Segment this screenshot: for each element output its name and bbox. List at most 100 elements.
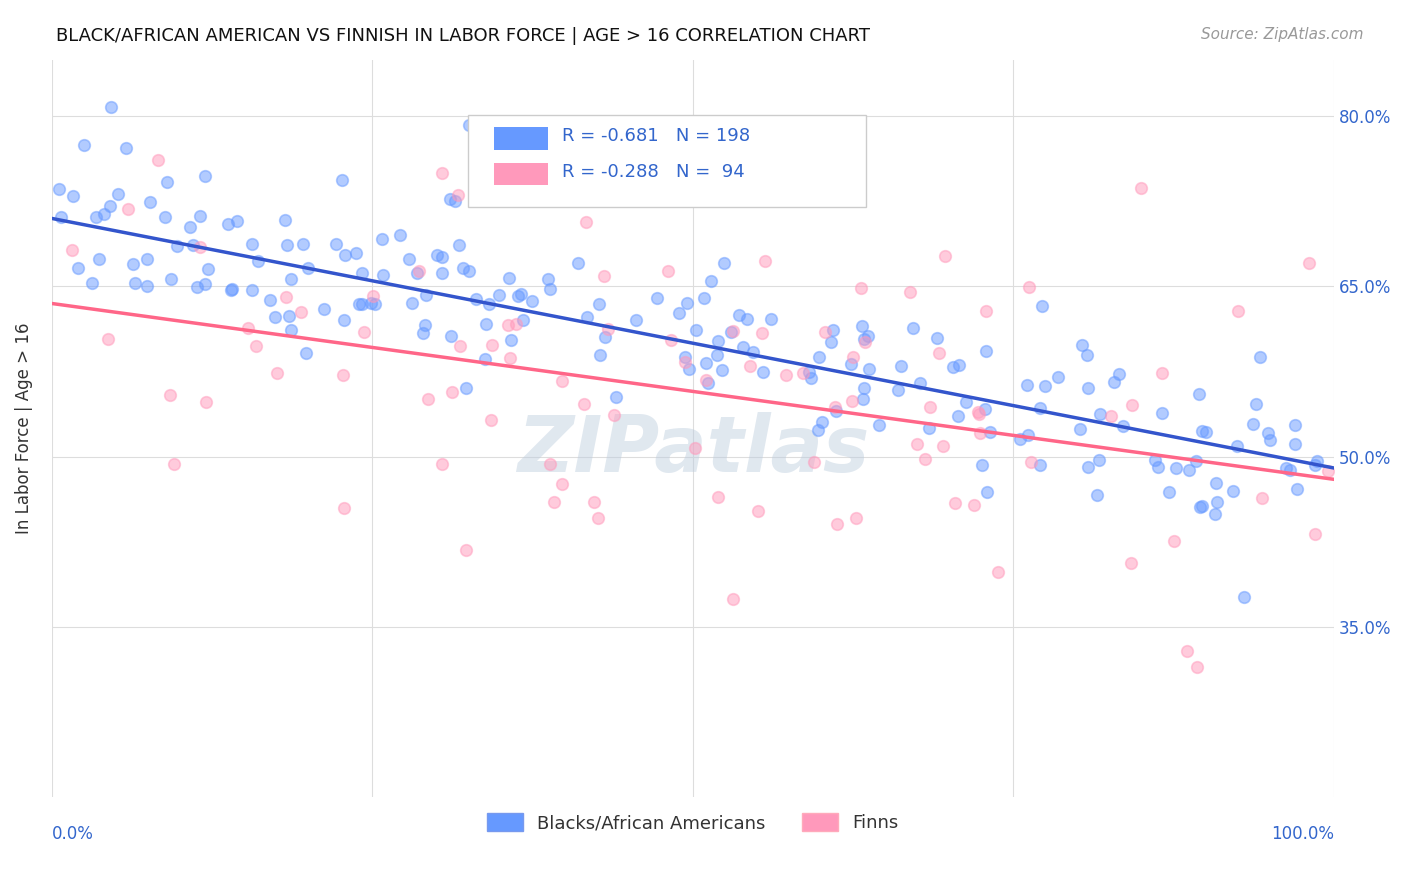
Point — [586, 511, 609, 525]
FancyBboxPatch shape — [468, 115, 866, 207]
Point — [1102, 375, 1125, 389]
Point — [710, 363, 733, 377]
Point — [153, 210, 176, 224]
Point — [48, 181, 70, 195]
Point — [914, 452, 936, 467]
Point — [1031, 299, 1053, 313]
Point — [312, 301, 335, 316]
Point — [955, 394, 977, 409]
Point — [700, 274, 723, 288]
Point — [752, 365, 775, 379]
Point — [1189, 500, 1212, 515]
Point — [181, 238, 204, 252]
Point — [1099, 409, 1122, 423]
Point — [49, 210, 72, 224]
Point — [1047, 369, 1070, 384]
Point — [333, 500, 356, 515]
Point — [412, 326, 434, 340]
Point — [505, 317, 527, 331]
Point — [1119, 556, 1142, 570]
Point — [1316, 464, 1339, 478]
Point — [344, 246, 367, 260]
Point — [668, 306, 690, 320]
Point — [418, 392, 440, 406]
Point — [353, 325, 375, 339]
Point — [868, 418, 890, 433]
Point — [439, 192, 461, 206]
Point — [887, 383, 910, 397]
Point — [1257, 426, 1279, 441]
Point — [84, 211, 107, 225]
Point — [1284, 417, 1306, 432]
Text: BLACK/AFRICAN AMERICAN VS FINNISH IN LABOR FORCE | AGE > 16 CORRELATION CHART: BLACK/AFRICAN AMERICAN VS FINNISH IN LAB… — [56, 27, 870, 45]
Point — [347, 296, 370, 310]
Point — [1278, 462, 1301, 476]
Point — [1015, 378, 1038, 392]
Point — [845, 511, 868, 525]
Point — [160, 272, 183, 286]
Point — [697, 376, 720, 391]
Point — [415, 288, 437, 302]
Point — [217, 217, 239, 231]
Point — [945, 496, 967, 510]
Point — [824, 401, 846, 415]
Point — [976, 485, 998, 500]
Point — [1111, 418, 1133, 433]
Point — [1144, 453, 1167, 467]
Point — [1071, 338, 1094, 352]
Point — [706, 490, 728, 504]
Point — [464, 292, 486, 306]
Point — [659, 333, 682, 347]
Point — [240, 283, 263, 297]
Point — [1129, 180, 1152, 194]
Point — [1206, 495, 1229, 509]
Point — [1284, 437, 1306, 451]
Point — [754, 253, 776, 268]
Point — [186, 280, 208, 294]
Text: R = -0.288   N =  94: R = -0.288 N = 94 — [562, 162, 745, 181]
Point — [898, 285, 921, 299]
Point — [538, 283, 561, 297]
Point — [905, 436, 928, 450]
Point — [858, 362, 880, 376]
Point — [595, 330, 617, 344]
Point — [1157, 485, 1180, 500]
Point — [934, 249, 956, 263]
Point — [115, 141, 138, 155]
Point — [277, 310, 299, 324]
Point — [520, 293, 543, 308]
Point — [247, 254, 270, 268]
Point — [976, 304, 998, 318]
Point — [1017, 428, 1039, 442]
Point — [479, 413, 502, 427]
Point — [807, 423, 830, 437]
Point — [280, 272, 302, 286]
Point — [510, 287, 533, 301]
Point — [93, 207, 115, 221]
Point — [589, 348, 612, 362]
Point — [1222, 483, 1244, 498]
Point — [852, 381, 875, 395]
Point — [747, 504, 769, 518]
Point — [928, 346, 950, 360]
Point — [852, 392, 875, 407]
Point — [506, 289, 529, 303]
Point — [910, 376, 932, 390]
Point — [942, 360, 965, 375]
Point — [156, 175, 179, 189]
Point — [454, 543, 477, 558]
Point — [685, 323, 707, 337]
Point — [122, 257, 145, 271]
Point — [1298, 256, 1320, 270]
Point — [475, 318, 498, 332]
Point — [408, 264, 430, 278]
Point — [449, 339, 471, 353]
Point — [683, 441, 706, 455]
Point — [333, 313, 356, 327]
Point — [645, 291, 668, 305]
Point — [799, 365, 821, 379]
Point — [1010, 432, 1032, 446]
Point — [188, 210, 211, 224]
Point — [890, 359, 912, 374]
Point — [373, 268, 395, 282]
